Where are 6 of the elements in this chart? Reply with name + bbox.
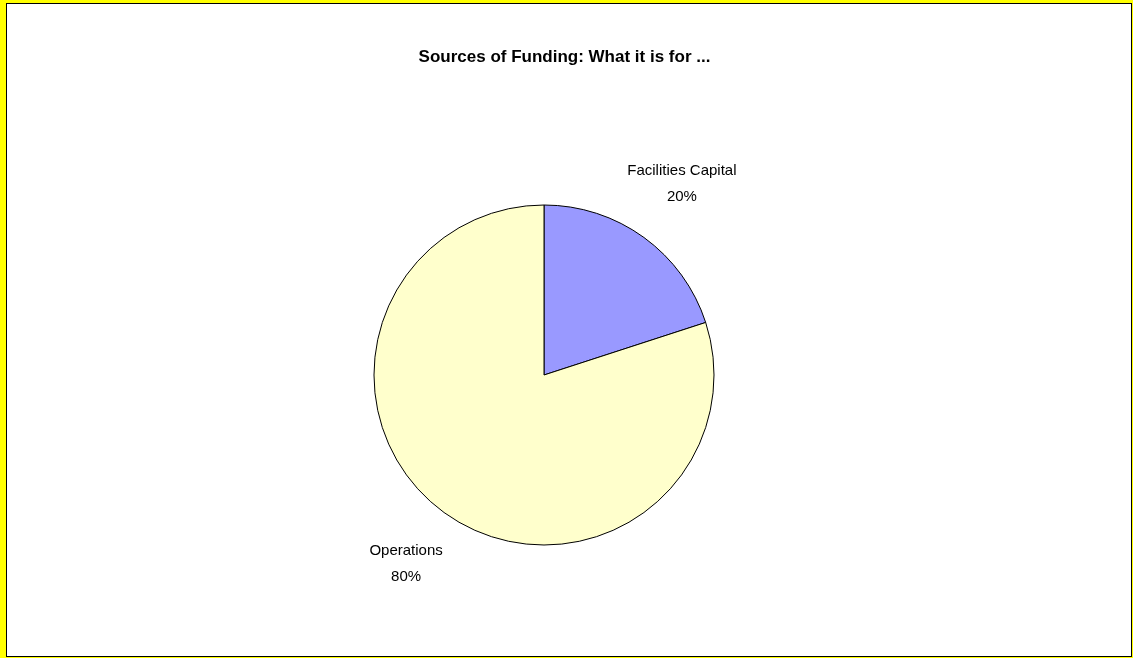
data-label: 20% xyxy=(666,187,697,205)
pie-slice xyxy=(373,204,715,546)
chart-title: Sources of Funding: What it is for ... xyxy=(418,47,711,66)
slice-label: Operations xyxy=(369,540,443,558)
slice-label: Facilities Capital xyxy=(627,161,737,179)
data-label: 80% xyxy=(391,566,422,584)
